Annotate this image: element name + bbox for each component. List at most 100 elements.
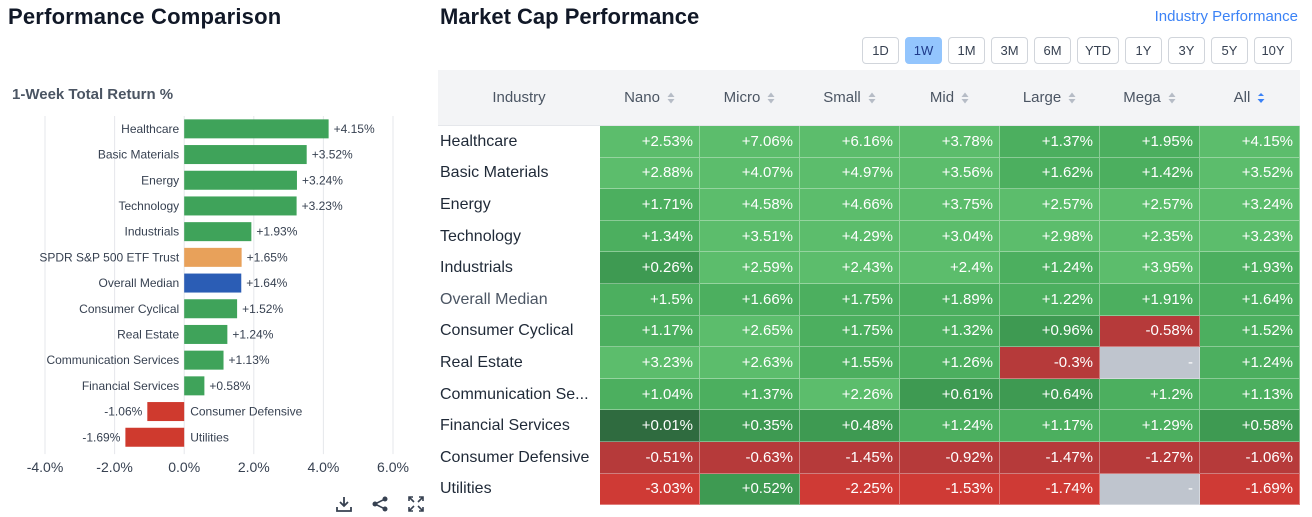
table-cell: +3.24% — [1200, 189, 1300, 221]
table-cell: +1.91% — [1100, 283, 1200, 316]
category-label: Basic Materials — [98, 148, 179, 162]
bar[interactable] — [184, 196, 297, 216]
bar[interactable] — [184, 324, 228, 344]
fullscreen-icon[interactable] — [406, 494, 426, 514]
bar[interactable] — [184, 247, 242, 267]
table-cell: +2.59% — [700, 252, 800, 284]
table-row[interactable]: Industrials +0.26% +2.59% +2.43% +2.4% +1.24%… — [438, 252, 1300, 284]
period-button-3y[interactable]: 3Y — [1168, 37, 1205, 64]
column-header-label: Mega — [1123, 89, 1161, 106]
sort-icon — [667, 92, 675, 103]
table-cell: +1.29% — [1100, 410, 1200, 442]
column-header-nano[interactable]: Nano — [600, 70, 700, 125]
table-cell: +1.22% — [1000, 283, 1100, 316]
bar[interactable] — [184, 376, 205, 396]
market-cap-title: Market Cap Performance — [440, 4, 700, 29]
column-header-mid[interactable]: Mid — [900, 70, 1000, 125]
column-header-micro[interactable]: Micro — [700, 70, 800, 125]
period-button-1w[interactable]: 1W — [905, 37, 942, 64]
table-cell: -0.58% — [1100, 315, 1200, 348]
table-cell: +3.52% — [1200, 157, 1300, 190]
value-label: +3.23% — [302, 199, 343, 213]
table-cell: +1.24% — [1200, 347, 1300, 379]
column-header-all[interactable]: All — [1200, 70, 1300, 125]
value-label: +0.58% — [209, 379, 250, 393]
table-header: Industry Nano Micro Small Mid Large Mega All — [438, 70, 1300, 126]
table-row[interactable]: Energy +1.71% +4.58% +4.66% +3.75% +2.57% +2.5… — [438, 189, 1300, 221]
table-cell: +2.43% — [800, 252, 900, 284]
table-row[interactable]: Real Estate +3.23% +2.63% +1.55% +1.26% -0.3%… — [438, 347, 1300, 379]
table-cell: +1.24% — [1000, 252, 1100, 284]
table-cell: +1.55% — [800, 347, 900, 379]
table-cell: +0.96% — [1000, 315, 1100, 348]
table-cell: +1.42% — [1100, 157, 1200, 190]
table-cell: +1.75% — [800, 315, 900, 348]
column-header-industry[interactable]: Industry — [438, 70, 600, 125]
table-row[interactable]: Consumer Cyclical +1.17% +2.65% +1.75% +1.32… — [438, 315, 1300, 348]
bar[interactable] — [184, 222, 252, 242]
value-label: +1.13% — [229, 353, 270, 367]
industry-performance-link[interactable]: Industry Performance — [1154, 8, 1298, 25]
share-icon[interactable] — [370, 494, 390, 514]
bar[interactable] — [184, 170, 297, 190]
table-cell: -1.27% — [1100, 441, 1200, 474]
table-cell: +1.5% — [600, 283, 700, 316]
table-cell: -1.74% — [1000, 473, 1100, 506]
table-row[interactable]: Technology +1.34% +3.51% +4.29% +3.04% +2.98%… — [438, 220, 1300, 253]
table-cell: +2.65% — [700, 315, 800, 348]
sort-icon — [767, 92, 775, 103]
bar[interactable] — [184, 273, 242, 293]
table-cell: -1.06% — [1200, 441, 1300, 474]
table-cell: -0.3% — [1000, 347, 1100, 379]
table-row[interactable]: Communication Se... +1.04% +1.37% +2.26% +0.… — [438, 378, 1300, 411]
table-row[interactable]: Overall Median +1.5% +1.66% +1.75% +1.89% +1.… — [438, 283, 1300, 316]
table-cell: +0.01% — [600, 410, 700, 442]
table-row[interactable]: Utilities -3.03% +0.52% -2.25% -1.53% -1.74% -… — [438, 473, 1300, 506]
bar[interactable] — [184, 145, 307, 165]
row-industry-name: Energy — [440, 195, 491, 213]
table-row[interactable]: Consumer Defensive -0.51% -0.63% -1.45% -0.9… — [438, 441, 1300, 474]
sort-icon — [1068, 92, 1076, 103]
value-label: +3.24% — [302, 173, 343, 187]
category-label: Consumer Cyclical — [79, 302, 179, 316]
table-cell: +1.93% — [1200, 252, 1300, 284]
download-icon[interactable] — [334, 494, 354, 514]
period-button-ytd[interactable]: YTD — [1077, 37, 1119, 64]
table-cell: - — [1100, 347, 1200, 379]
table-cell: -2.25% — [800, 473, 900, 506]
period-button-5y[interactable]: 5Y — [1211, 37, 1248, 64]
category-label: SPDR S&P 500 ETF Trust — [39, 250, 179, 264]
column-header-large[interactable]: Large — [1000, 70, 1100, 125]
table-cell: +4.97% — [800, 157, 900, 190]
period-button-3m[interactable]: 3M — [991, 37, 1028, 64]
table-cell: +2.53% — [600, 126, 700, 158]
bar[interactable] — [147, 402, 185, 422]
period-button-10y[interactable]: 10Y — [1254, 37, 1292, 64]
table-cell: +1.26% — [900, 347, 1000, 379]
row-industry-name: Technology — [440, 227, 521, 245]
period-button-1d[interactable]: 1D — [862, 37, 899, 64]
period-button-6m[interactable]: 6M — [1034, 37, 1071, 64]
table-cell: +1.2% — [1100, 378, 1200, 411]
table-cell: +0.58% — [1200, 410, 1300, 442]
table-row[interactable]: Healthcare +2.53% +7.06% +6.16% +3.78% +1.37%… — [438, 126, 1300, 158]
value-label: -1.06% — [104, 405, 142, 419]
column-header-label: Small — [823, 89, 861, 106]
bar[interactable] — [184, 119, 329, 139]
table-cell: +3.56% — [900, 157, 1000, 190]
period-selector: 1D 1W 1M 3M 6M YTD 1Y 3Y 5Y 10Y — [862, 37, 1292, 64]
column-header-mega[interactable]: Mega — [1100, 70, 1200, 125]
column-header-small[interactable]: Small — [800, 70, 900, 125]
period-button-1m[interactable]: 1M — [948, 37, 985, 64]
table-cell: +1.95% — [1100, 126, 1200, 158]
table-row[interactable]: Basic Materials +2.88% +4.07% +4.97% +3.56% +… — [438, 157, 1300, 190]
bar[interactable] — [184, 299, 238, 319]
bar[interactable] — [125, 427, 185, 447]
column-header-label: Large — [1022, 89, 1062, 106]
table-row[interactable]: Financial Services +0.01% +0.35% +0.48% +1.2… — [438, 410, 1300, 442]
table-cell: +2.57% — [1100, 189, 1200, 221]
category-label: Technology — [118, 199, 179, 213]
period-button-1y[interactable]: 1Y — [1125, 37, 1162, 64]
table-cell: -3.03% — [600, 473, 700, 506]
bar[interactable] — [184, 350, 224, 370]
